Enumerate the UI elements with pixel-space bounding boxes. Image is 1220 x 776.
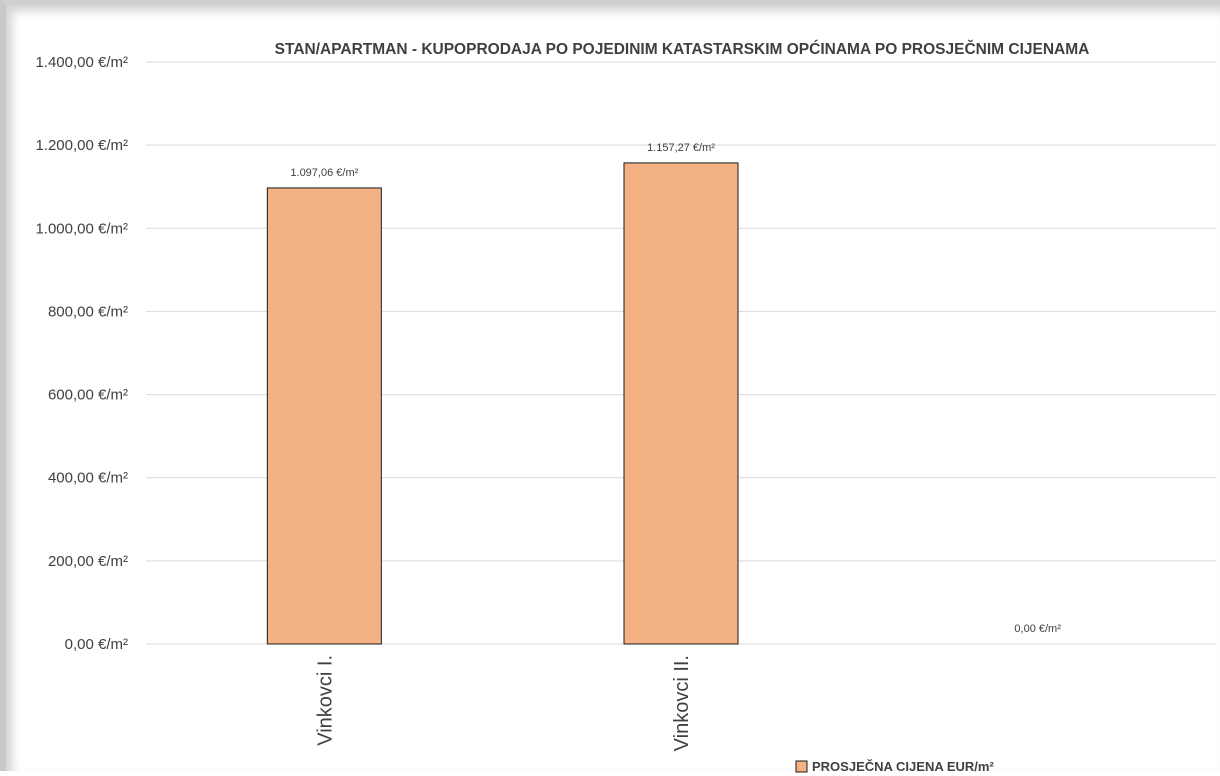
bar xyxy=(266,187,382,645)
y-tick-label: 400,00 €/m² xyxy=(48,470,128,487)
y-tick-label: 800,00 €/m² xyxy=(48,303,128,320)
chart-title: STAN/APARTMAN - KUPOPRODAJA PO POJEDINIM… xyxy=(275,40,1090,58)
data-label: 1.097,06 €/m² xyxy=(290,167,358,179)
y-tick-label: 1.400,00 €/m² xyxy=(35,54,128,71)
bar xyxy=(623,162,739,645)
legend-swatch xyxy=(795,760,808,773)
y-tick-label: 0,00 €/m² xyxy=(65,636,128,653)
category-labels: Vinkovci I. Vinkovci II. xyxy=(314,655,693,751)
category-label: Vinkovci II. xyxy=(671,655,693,751)
bar-chart: STAN/APARTMAN - KUPOPRODAJA PO POJEDINIM… xyxy=(35,40,1216,774)
legend-label: PROSJEČNA CIJENA EUR/m² xyxy=(812,759,994,774)
data-label: 0,00 €/m² xyxy=(1014,623,1061,635)
y-tick-label: 1.200,00 €/m² xyxy=(35,137,128,154)
category-label: Vinkovci I. xyxy=(314,655,336,746)
bars xyxy=(266,162,739,645)
y-tick-label: 200,00 €/m² xyxy=(48,553,128,570)
data-labels: 1.097,06 €/m² 1.157,27 €/m² 0,00 €/m² xyxy=(290,142,1061,635)
y-tick-label: 600,00 €/m² xyxy=(48,387,128,404)
y-axis-ticks: 0,00 €/m² 200,00 €/m² 400,00 €/m² 600,00 €/… xyxy=(35,54,128,653)
y-tick-label: 1.000,00 €/m² xyxy=(35,220,128,237)
legend: PROSJEČNA CIJENA EUR/m² xyxy=(795,759,994,774)
data-label: 1.157,27 €/m² xyxy=(647,142,715,154)
